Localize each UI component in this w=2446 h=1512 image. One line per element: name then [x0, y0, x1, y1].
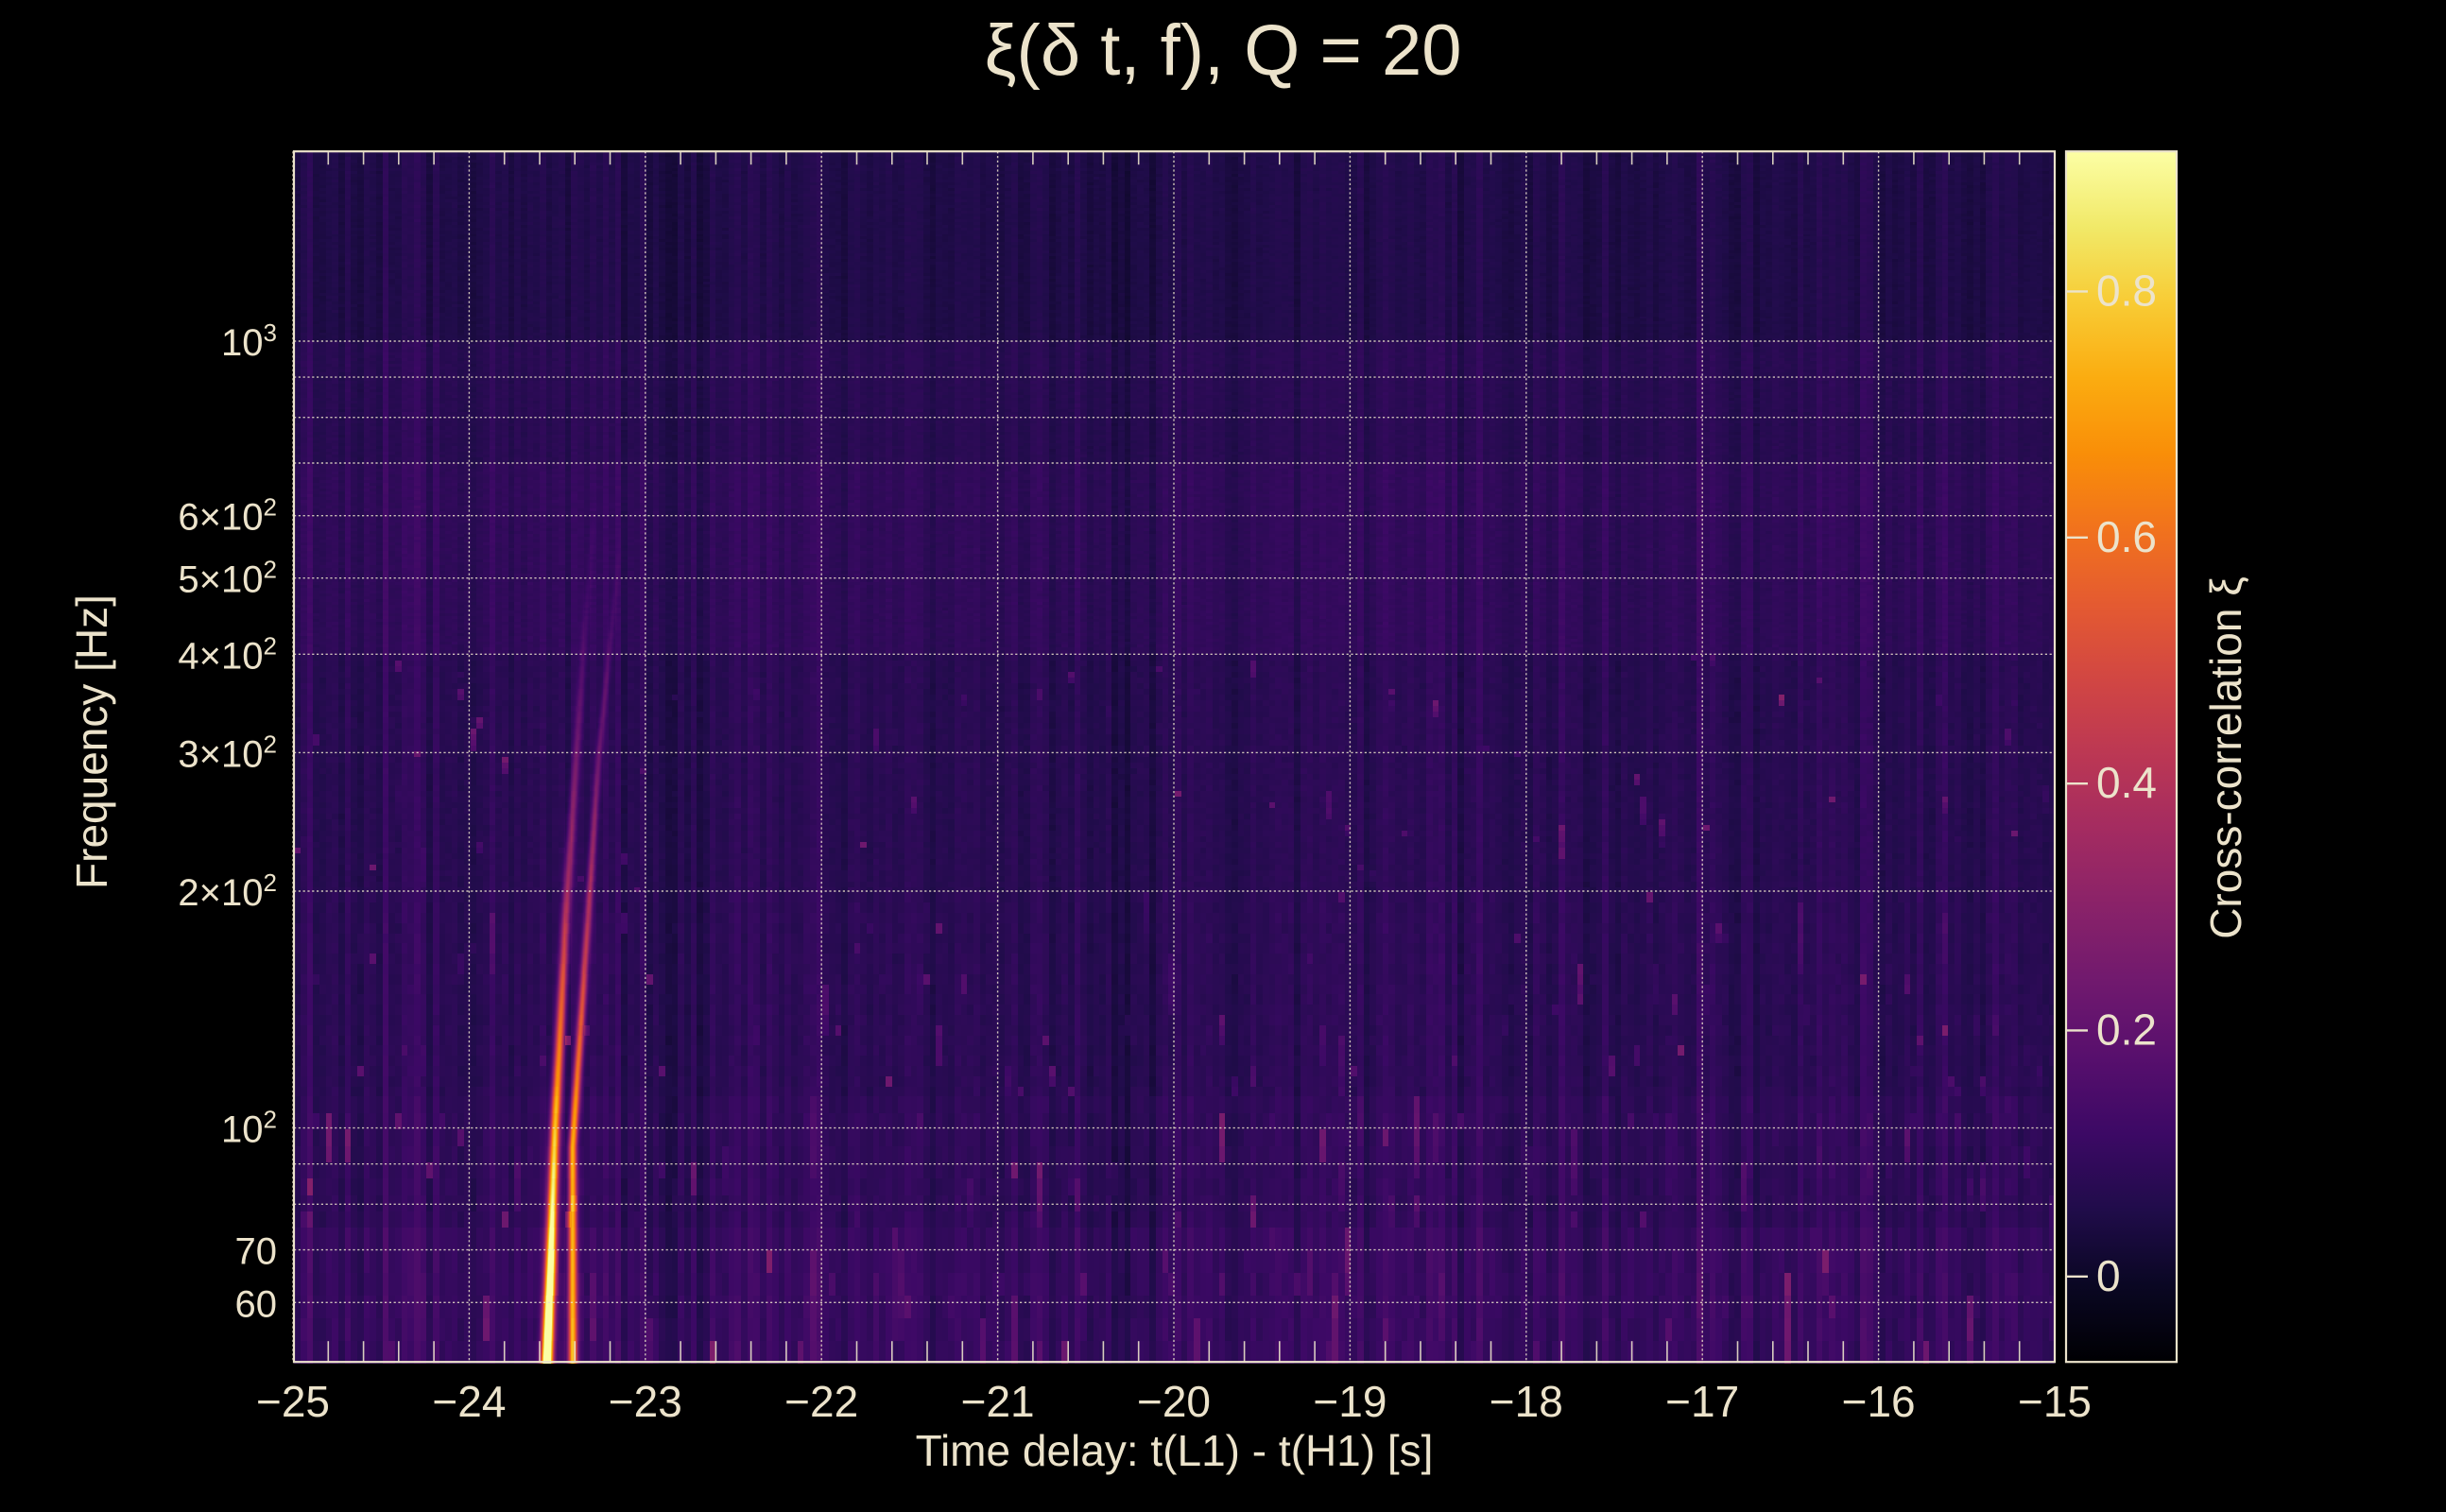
svg-text:6×102: 6×102: [178, 493, 277, 539]
svg-text:−19: −19: [1313, 1377, 1387, 1426]
svg-text:5×102: 5×102: [178, 556, 277, 601]
svg-text:3×102: 3×102: [178, 730, 277, 775]
svg-text:−17: −17: [1665, 1377, 1739, 1426]
svg-text:102: 102: [221, 1106, 277, 1151]
svg-text:−24: −24: [432, 1377, 506, 1426]
svg-text:2×102: 2×102: [178, 868, 277, 914]
svg-text:−21: −21: [961, 1377, 1035, 1426]
svg-text:−22: −22: [784, 1377, 858, 1426]
svg-text:103: 103: [221, 318, 277, 364]
svg-text:−20: −20: [1137, 1377, 1211, 1426]
svg-text:−18: −18: [1490, 1377, 1563, 1426]
svg-text:−15: −15: [2018, 1377, 2092, 1426]
svg-text:−23: −23: [609, 1377, 682, 1426]
svg-text:−16: −16: [1842, 1377, 1916, 1426]
svg-text:4×102: 4×102: [178, 631, 277, 677]
svg-text:−25: −25: [256, 1377, 330, 1426]
svg-text:70: 70: [235, 1231, 278, 1273]
svg-text:60: 60: [235, 1283, 278, 1325]
